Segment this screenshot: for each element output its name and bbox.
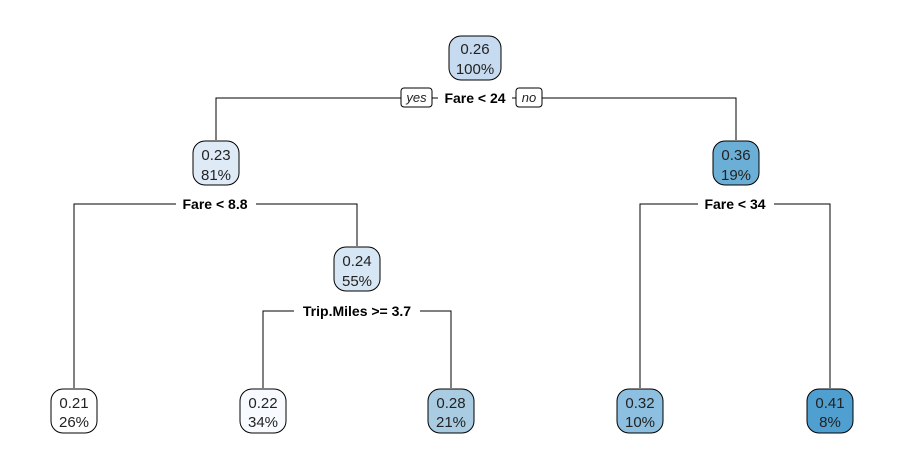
svg-text:yes: yes — [405, 90, 427, 105]
leaf-box-5 — [806, 388, 854, 434]
node-box-root — [448, 35, 502, 81]
leaf-value-4: 0.32 — [625, 395, 654, 412]
edge-n3-left — [639, 203, 698, 388]
split-label-root: Fare < 24 — [444, 90, 505, 106]
node-box-n3 — [712, 140, 760, 186]
tree-leaf-4: 0.32 10% — [616, 388, 664, 434]
tree-node-n2: 0.23 81% — [192, 140, 240, 186]
tree-leaf-3: 0.28 21% — [427, 388, 475, 434]
edge-root-left — [215, 97, 438, 140]
yes-label: yes — [400, 87, 433, 108]
leaf-percent-1: 26% — [59, 414, 89, 431]
split-label-n3: Fare < 34 — [704, 196, 765, 212]
leaf-percent-5: 8% — [819, 414, 841, 431]
tree-leaf-1: 0.21 26% — [50, 388, 98, 434]
leaf-box-2 — [239, 388, 287, 434]
node-percent-n2: 81% — [201, 167, 231, 184]
leaf-percent-2: 34% — [248, 414, 278, 431]
edge-n3-right — [774, 203, 831, 388]
split-label-n5: Trip.Miles >= 3.7 — [303, 303, 411, 319]
tree-node-n5: 0.24 55% — [333, 246, 381, 292]
leaf-box-4 — [616, 388, 664, 434]
node-box-n5 — [333, 246, 381, 292]
leaf-percent-3: 21% — [436, 414, 466, 431]
leaf-value-1: 0.21 — [59, 395, 88, 412]
leaf-box-1 — [50, 388, 98, 434]
no-label: no — [515, 87, 543, 108]
edge-n2-right — [256, 203, 358, 246]
edge-n5-right — [420, 310, 452, 388]
split-label-n2: Fare < 8.8 — [183, 196, 248, 212]
leaf-value-2: 0.22 — [248, 395, 277, 412]
tree-leaf-2: 0.22 34% — [239, 388, 287, 434]
node-percent-n3: 19% — [721, 167, 751, 184]
node-percent-n5: 55% — [342, 273, 372, 290]
edge-n5-left — [262, 310, 294, 388]
node-value-root: 0.26 — [460, 41, 489, 58]
svg-text:no: no — [522, 90, 536, 105]
node-box-n2 — [192, 140, 240, 186]
tree-node-root: 0.26 100% — [448, 35, 502, 81]
edge-root-right — [512, 97, 737, 140]
node-value-n5: 0.24 — [342, 253, 371, 270]
node-percent-root: 100% — [456, 61, 494, 78]
node-value-n2: 0.23 — [201, 147, 230, 164]
tree-leaf-5: 0.41 8% — [806, 388, 854, 434]
leaf-value-3: 0.28 — [436, 395, 465, 412]
node-value-n3: 0.36 — [721, 147, 750, 164]
leaf-percent-4: 10% — [625, 414, 655, 431]
leaf-value-5: 0.41 — [815, 395, 844, 412]
edge-n2-left — [73, 203, 176, 388]
tree-edges — [73, 97, 831, 388]
tree-node-n3: 0.36 19% — [712, 140, 760, 186]
leaf-box-3 — [427, 388, 475, 434]
